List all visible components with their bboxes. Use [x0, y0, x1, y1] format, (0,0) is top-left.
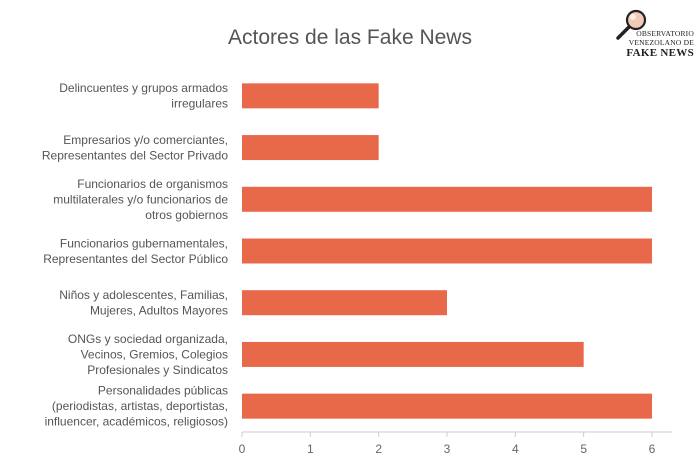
x-tick-label: 4 [512, 442, 519, 456]
category-label: Empresarios y/o comerciantes, Representan… [42, 133, 228, 163]
category-label-line: multilaterales y/o funcionarios de [53, 192, 228, 206]
chart-title: Actores de las Fake News [228, 26, 472, 49]
bar [242, 341, 584, 367]
category-label: Personalidades públicas (periodistas, art… [45, 384, 228, 429]
x-tick-label: 1 [307, 442, 314, 456]
category-label-line: Personalidades públicas [98, 384, 228, 398]
category-label: Niños y adolescentes, Familias, Mujeres, … [59, 288, 228, 318]
bar [242, 238, 652, 264]
category-label: Delincuentes y grupos armados irregulares [59, 81, 228, 111]
category-label-line: influencer, académicos, religiosos) [45, 415, 228, 429]
category-label: Funcionarios gubernamentales, Representan… [43, 236, 228, 266]
category-label-line: otros gobiernos [145, 208, 228, 222]
category-label-line: Niños y adolescentes, Familias, [59, 288, 228, 302]
bar [242, 290, 447, 316]
x-tick-label: 5 [580, 442, 587, 456]
logo-line-2: VENEZOLANO DE [628, 38, 694, 47]
category-label-line: Representantes del Sector Privado [42, 148, 228, 162]
category-label-line: Delincuentes y grupos armados [59, 81, 228, 95]
category-label-line: Representantes del Sector Público [43, 252, 228, 266]
x-tick-label: 6 [649, 442, 656, 456]
category-label-line: irregulares [171, 97, 228, 111]
category-label-line: Vecinos, Gremios, Colegios [81, 347, 228, 361]
bar [242, 135, 379, 161]
category-label-line: Empresarios y/o comerciantes, [63, 133, 228, 147]
category-label-line: Mujeres, Adultos Mayores [90, 303, 228, 317]
category-label-line: ONGs y sociedad organizada, [68, 332, 228, 346]
category-label-line: Profesionales y Sindicatos [87, 363, 228, 377]
logo: OBSERVATORIO VENEZOLANO DE FAKE NEWS [606, 8, 694, 64]
x-tick-label: 0 [239, 442, 246, 456]
category-label: Funcionarios de organismos multilaterales… [53, 177, 228, 222]
bar [242, 186, 652, 212]
magnifying-glass-icon [616, 9, 647, 40]
category-label: ONGs y sociedad organizada, Vecinos, Grem… [68, 332, 228, 377]
category-label-line: (periodistas, artistas, deportistas, [52, 399, 228, 413]
category-label-line: Funcionarios de organismos [77, 177, 228, 191]
category-label-line: Funcionarios gubernamentales, [60, 236, 228, 250]
logo-line-1: OBSERVATORIO [636, 29, 694, 38]
x-tick-label: 2 [375, 442, 382, 456]
x-tick-label: 3 [444, 442, 451, 456]
bar [242, 83, 379, 109]
bar [242, 393, 652, 419]
logo-line-3: FAKE NEWS [626, 47, 694, 59]
